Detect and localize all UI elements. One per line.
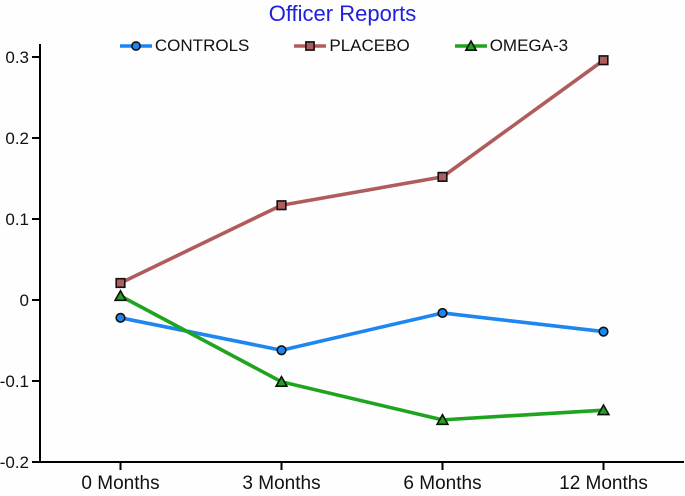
controls-circle-marker-icon bbox=[119, 41, 152, 51]
legend-item-omega3: OMEGA-3 bbox=[452, 36, 568, 56]
omega3-triangle-marker-icon bbox=[454, 39, 487, 51]
placebo-square-marker-icon bbox=[294, 41, 327, 51]
svg-text:0: 0 bbox=[20, 291, 29, 310]
svg-text:3 Months: 3 Months bbox=[242, 473, 320, 494]
chart-title: Officer Reports bbox=[268, 1, 417, 26]
legend-item-placebo: PLACEBO bbox=[291, 36, 410, 56]
svg-text:0.2: 0.2 bbox=[5, 129, 29, 148]
svg-text:6 Months: 6 Months bbox=[403, 473, 481, 494]
svg-text:12 Months: 12 Months bbox=[559, 473, 648, 494]
svg-text:0.1: 0.1 bbox=[5, 210, 29, 229]
svg-text:0.3: 0.3 bbox=[5, 48, 29, 67]
legend-label-placebo: PLACEBO bbox=[329, 36, 410, 55]
legend-label-controls: CONTROLS bbox=[154, 36, 250, 55]
legend: CONTROLS PLACEBO OMEGA-3 bbox=[0, 36, 685, 56]
legend-item-controls: CONTROLS bbox=[117, 36, 249, 56]
svg-text:-0.2: -0.2 bbox=[0, 453, 29, 472]
legend-label-omega3: OMEGA-3 bbox=[489, 36, 569, 55]
svg-text:0 Months: 0 Months bbox=[81, 473, 159, 494]
svg-text:-0.1: -0.1 bbox=[0, 372, 29, 391]
